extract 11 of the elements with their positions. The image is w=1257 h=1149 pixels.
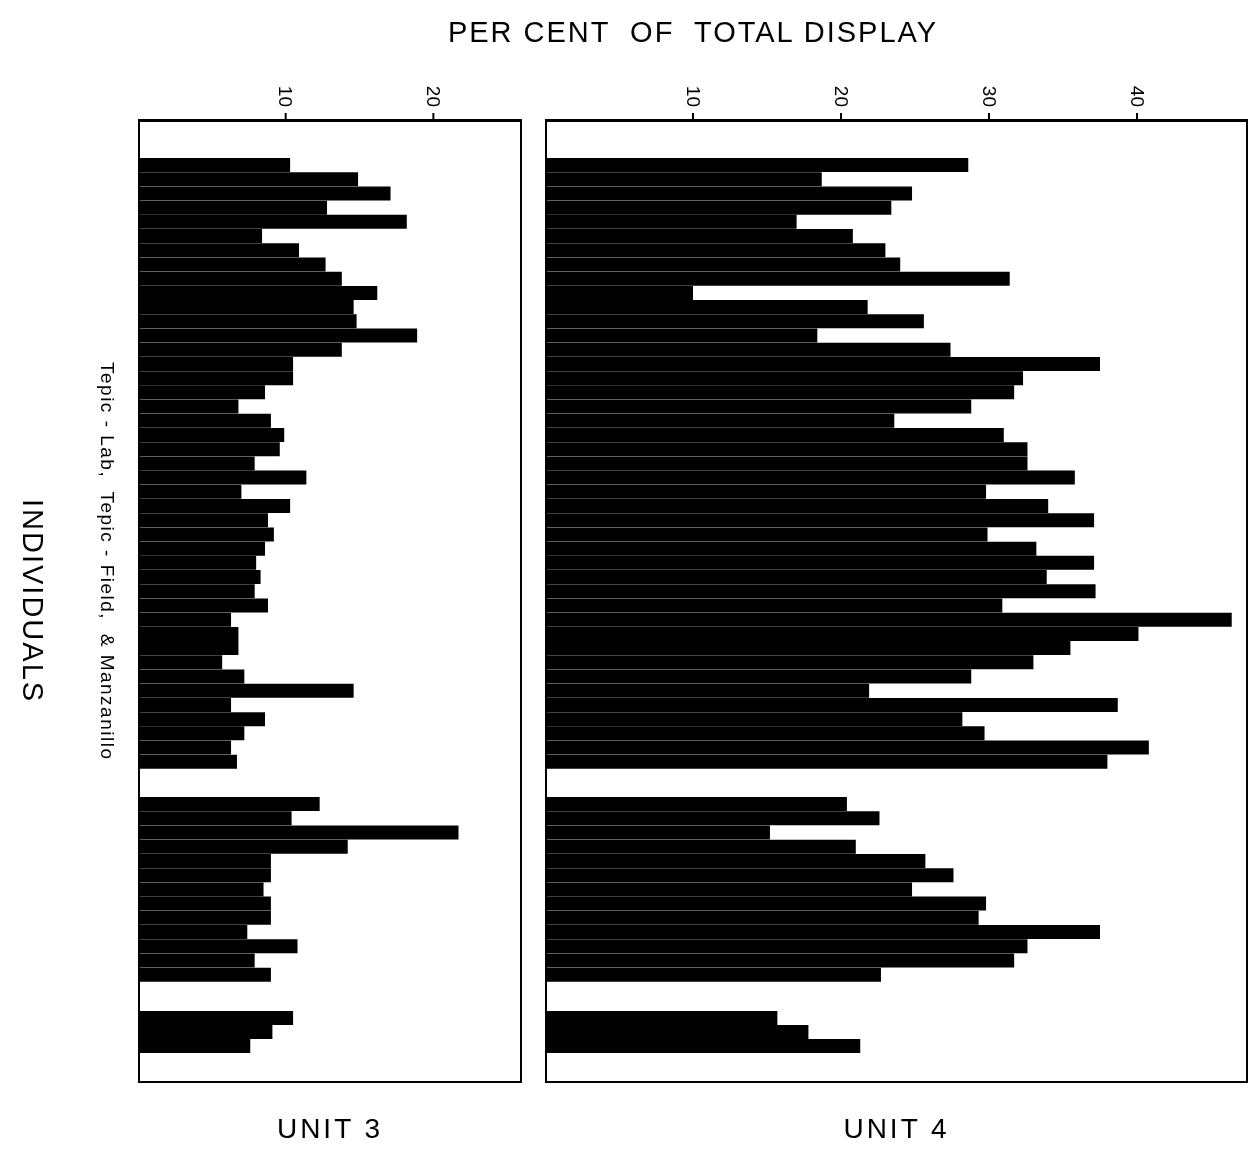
x-tick-label: 40	[1126, 85, 1148, 107]
x-tick-label: 30	[978, 85, 1000, 107]
text: Tepic - Lab, Tepic - Field, & Manzanillo	[96, 362, 118, 761]
text: UNIT 3	[275, 1113, 385, 1145]
x-axis-title: PER CENT OF TOTAL DISPLAY	[446, 16, 940, 49]
x-tick-label: 20	[830, 85, 852, 107]
x-tick-label: 10	[275, 85, 297, 107]
y-axis-title: INDIVIDUALS	[16, 499, 49, 704]
text: UNIT 4	[842, 1113, 951, 1145]
x-tick-label: 20	[422, 85, 444, 107]
x-tick-label: 10	[682, 85, 704, 107]
